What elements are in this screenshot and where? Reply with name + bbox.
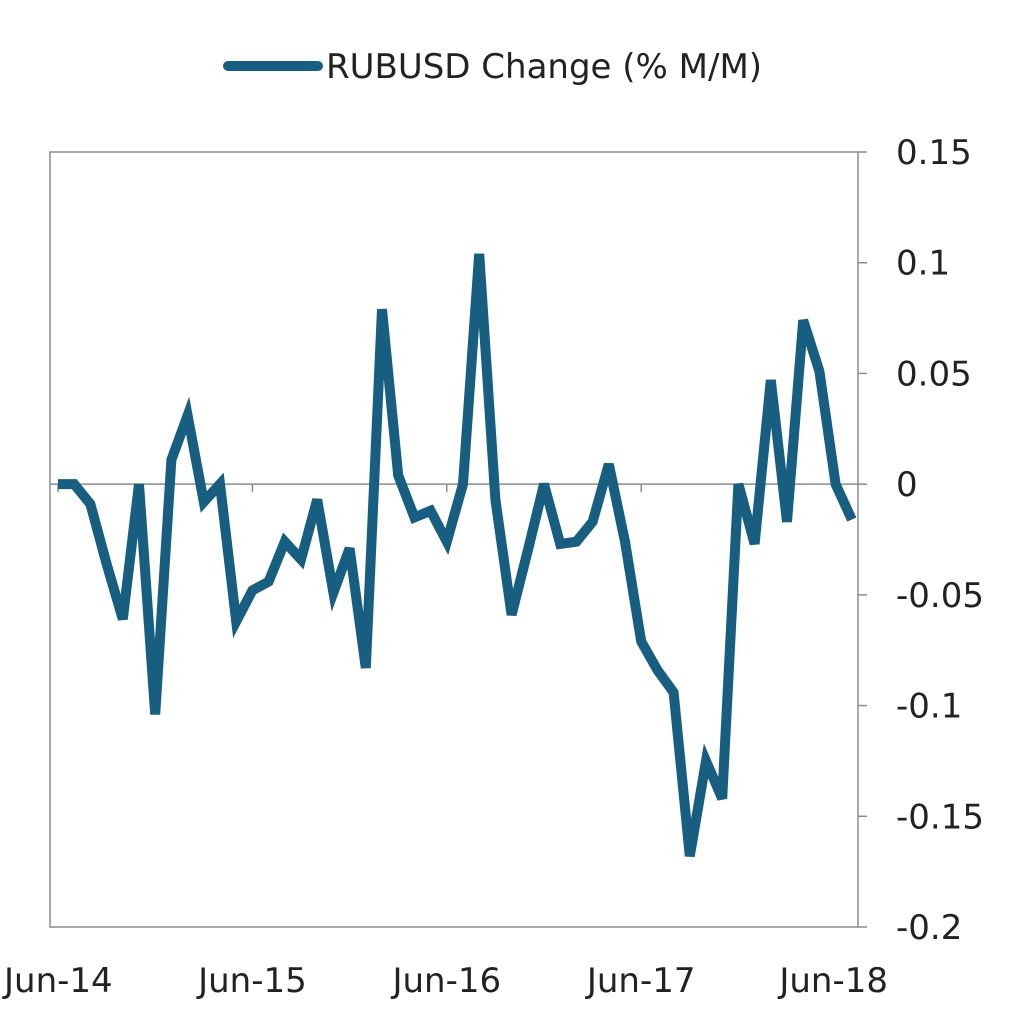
plot-area-frame <box>49 151 859 928</box>
x-tick-label: Jun-18 <box>777 961 888 1001</box>
x-tick-label: Jun-17 <box>585 961 696 1001</box>
y-tick-label: 0.15 <box>896 133 972 173</box>
y-tick-label: -0.15 <box>896 797 984 837</box>
x-tick-label: Jun-15 <box>196 961 307 1001</box>
series-layer <box>58 253 857 857</box>
y-tick-label: 0 <box>896 465 918 505</box>
y-tick-label: -0.05 <box>896 576 984 616</box>
legend: RUBUSD Change (% M/M) <box>223 47 762 87</box>
x-tick-label: Jun-14 <box>2 961 113 1001</box>
y-tick-label: 0.05 <box>896 354 972 394</box>
x-axis: Jun-14 Jun-15 Jun-16 Jun-17 Jun-18 <box>2 483 888 1001</box>
legend-label: RUBUSD Change (% M/M) <box>326 47 762 87</box>
x-tick-label: Jun-16 <box>390 961 501 1001</box>
series-line <box>58 253 857 857</box>
y-tick-label: -0.1 <box>896 687 962 727</box>
y-axis: 0.15 0.1 0.05 0 -0.05 -0.1 -0.15 -0.2 <box>858 133 984 948</box>
y-tick-label: -0.2 <box>896 908 962 948</box>
y-tick-label: 0.1 <box>896 244 950 284</box>
